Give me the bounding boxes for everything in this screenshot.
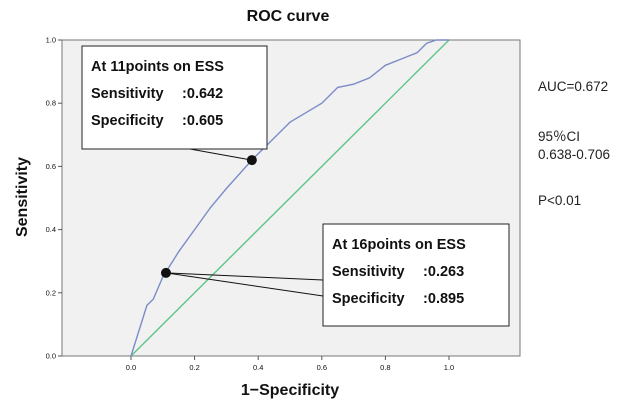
annotation-text: Sensitivity :0.642 [91, 86, 223, 102]
p-value: P<0.01 [538, 193, 582, 208]
roc-curve-line [130, 39, 449, 357]
callout-line [165, 272, 324, 281]
annotation-text: Specificity :0.605 [91, 113, 223, 129]
annotation-text: At 11points on ESS [91, 59, 224, 75]
annotation-box [81, 45, 268, 150]
chart-title: ROC curve [246, 8, 330, 25]
annotation-text: Sensitivity :0.263 [332, 264, 464, 280]
annotation-text: Specificity :0.895 [332, 291, 464, 307]
highlight-point [246, 155, 257, 166]
x-tick-label: 0.4 [253, 363, 263, 372]
ci-label: 95％CI [538, 129, 581, 144]
x-tick-label: 0.8 [380, 363, 390, 372]
y-tick-label: 1.0 [46, 36, 56, 45]
annotation-box [322, 223, 510, 327]
y-tick-label: 0.0 [46, 352, 56, 361]
x-axis-label: 1−Specificity [240, 382, 340, 399]
x-tick-label: 0.2 [189, 363, 199, 372]
y-tick-label: 0.8 [46, 99, 56, 108]
y-tick-label: 0.2 [46, 288, 56, 297]
x-tick-label: 1.0 [444, 363, 454, 372]
x-tick-label: 0.0 [126, 363, 136, 372]
callout-line [189, 148, 252, 161]
x-tick-label: 0.6 [317, 363, 327, 372]
highlight-point [160, 267, 171, 278]
ci-range: 0.638-0.706 [538, 147, 611, 162]
auc-text: AUC=0.672 [538, 79, 609, 94]
annotation-text: At 16points on ESS [332, 237, 466, 253]
callout-line [165, 272, 324, 297]
y-tick-label: 0.4 [46, 225, 56, 234]
reference-diagonal-line [130, 39, 450, 357]
y-tick-label: 0.6 [46, 162, 56, 171]
